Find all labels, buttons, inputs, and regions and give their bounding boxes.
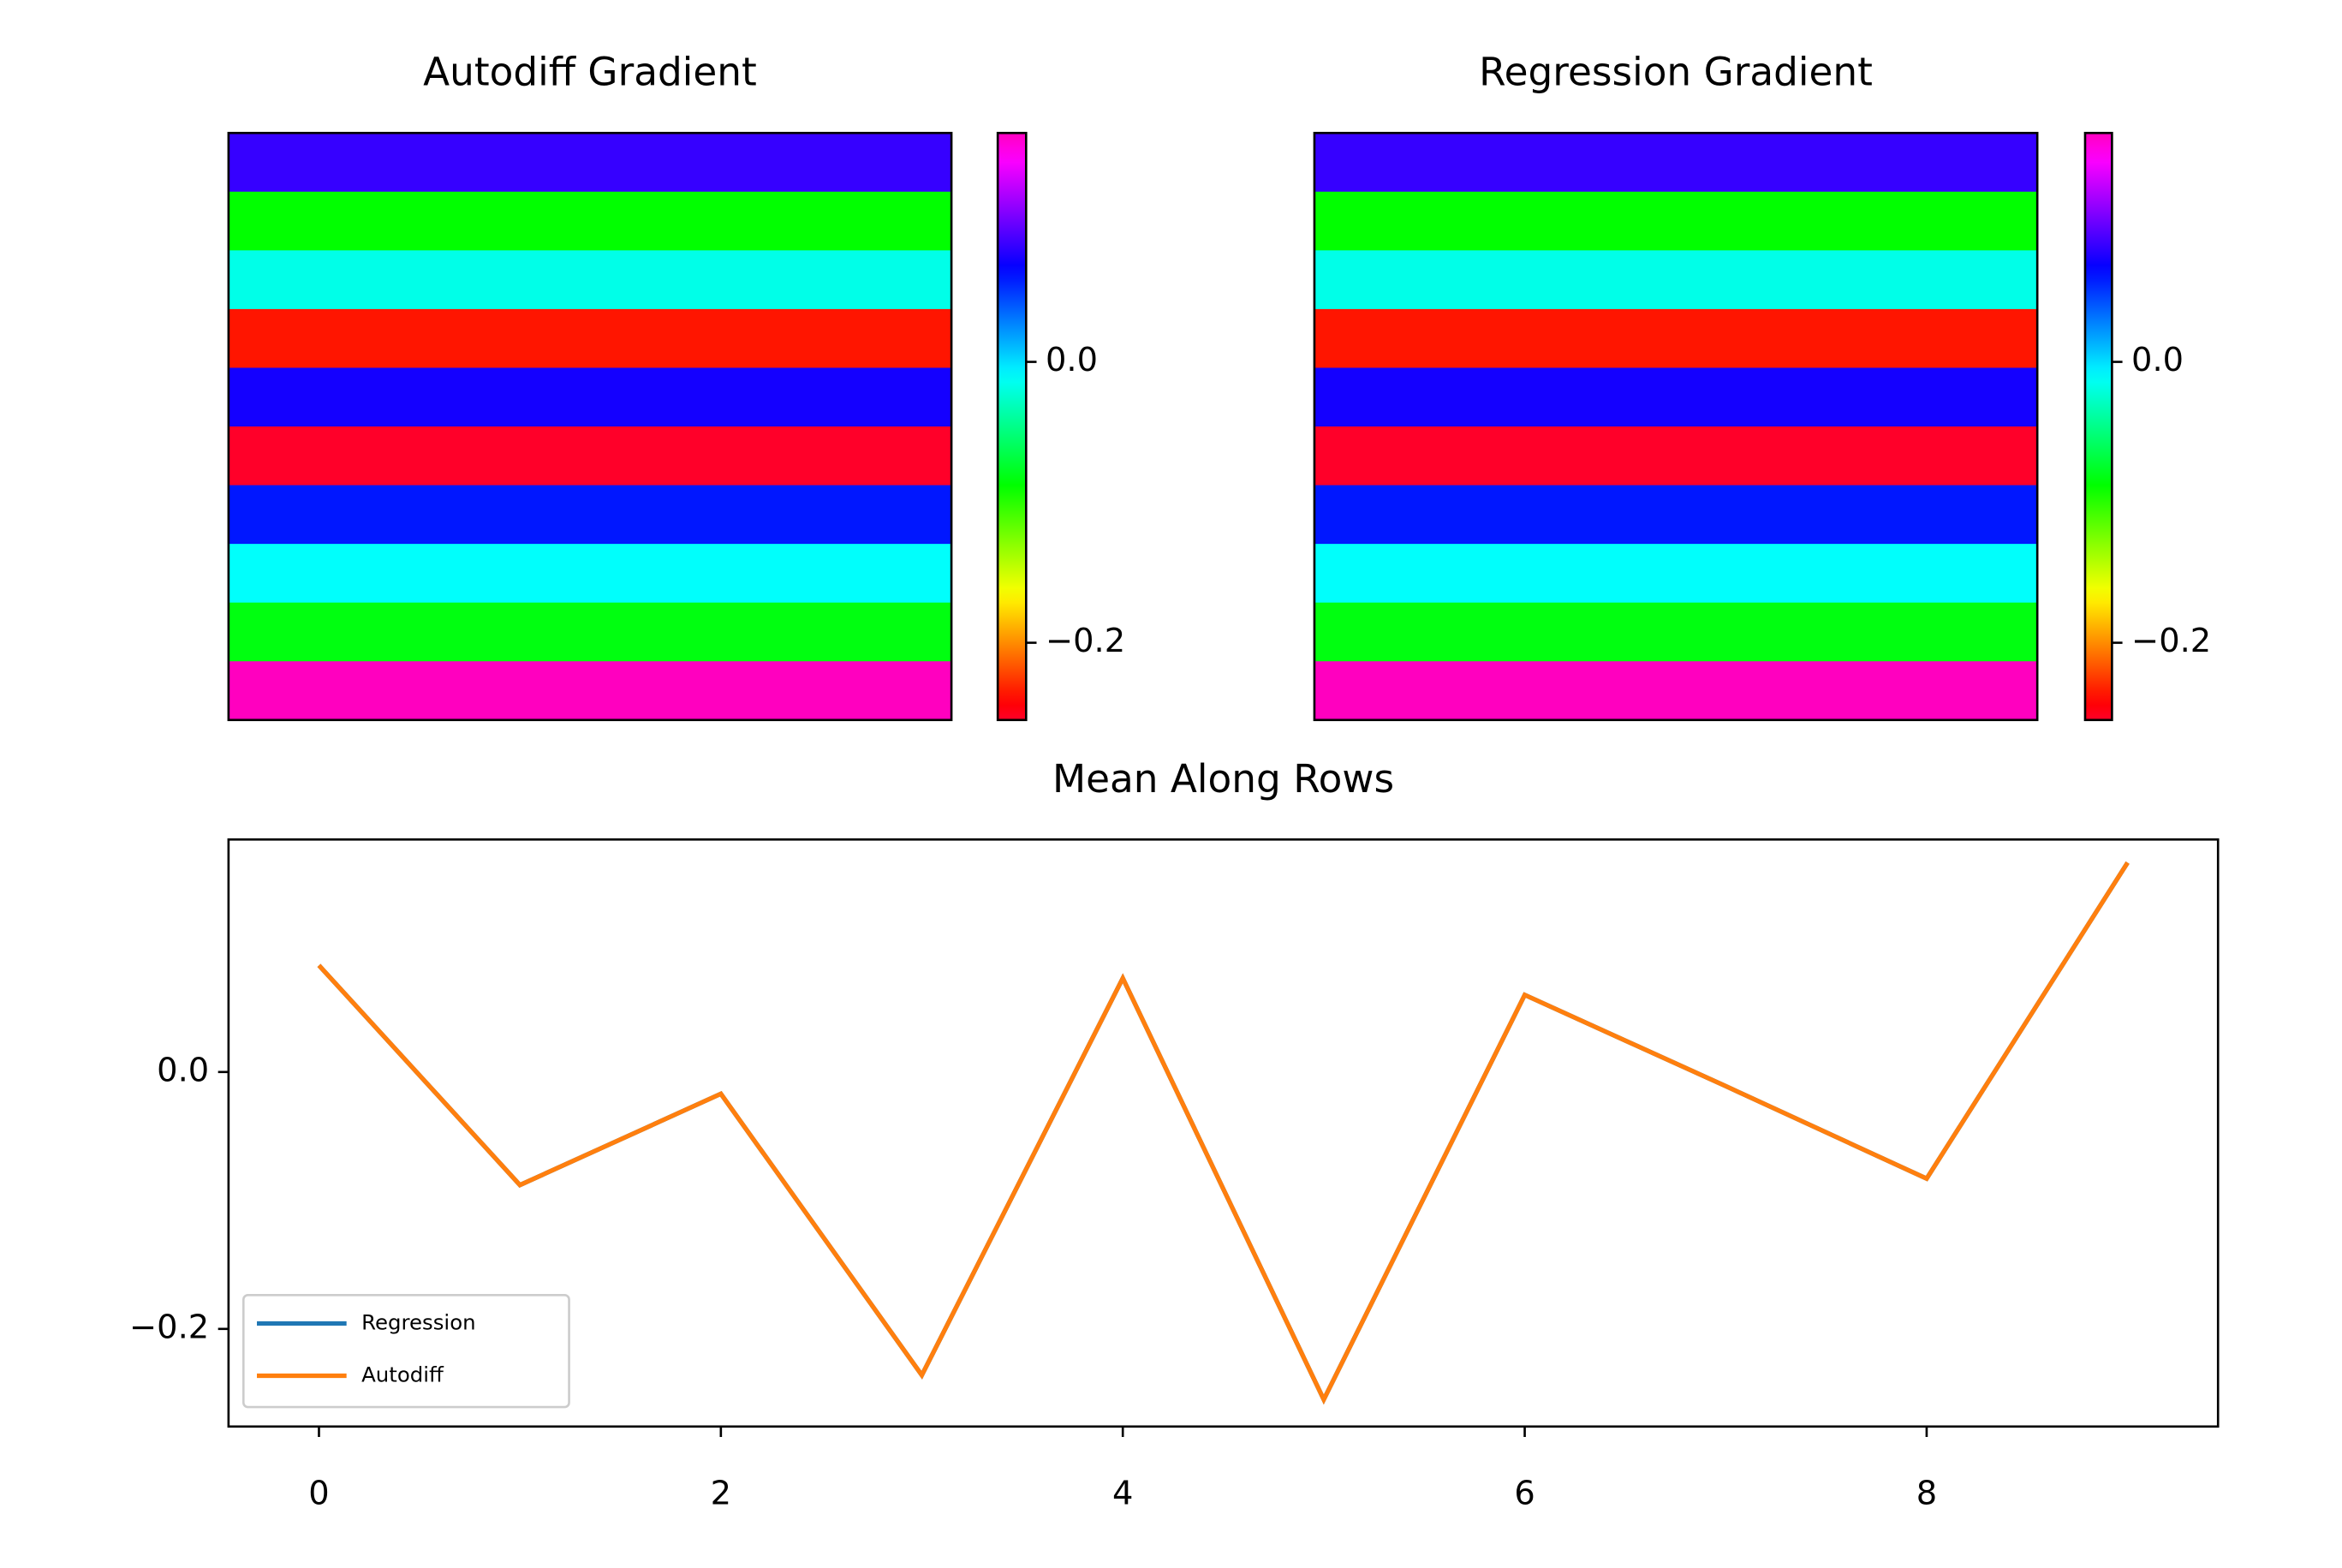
- heatmap-cell: [1314, 367, 2039, 427]
- plot-frame: [227, 838, 2220, 1428]
- heatmap-cell: [1314, 602, 2039, 663]
- heatmap-cell: [228, 250, 952, 310]
- colorbar-tick-label: −0.2: [1046, 622, 1125, 660]
- heatmap-cell: [1314, 485, 2039, 545]
- heatmap-cell: [228, 544, 952, 604]
- heatmap-cell: [228, 367, 952, 427]
- chart-title: Regression Gradient: [1479, 50, 1873, 95]
- heatmap-cell: [1314, 308, 2039, 369]
- y-tick-label: 0.0: [157, 1051, 209, 1089]
- colorbar: [996, 131, 1028, 722]
- heatmap-cell: [228, 602, 952, 663]
- heatmap-cell: [1314, 133, 2039, 193]
- colorbar-tick-label: −0.2: [2131, 622, 2211, 660]
- x-tick-label: 6: [1514, 1475, 1535, 1513]
- x-tick-label: 0: [308, 1475, 329, 1513]
- chart-title: Mean Along Rows: [1052, 756, 1394, 802]
- heatmap-cell: [228, 485, 952, 545]
- heatmap-cell: [1314, 544, 2039, 604]
- chart-title: Autodiff Gradient: [423, 50, 757, 95]
- heatmap-cell: [228, 661, 952, 721]
- legend-label: Regression: [361, 1309, 476, 1334]
- heatmap-cell: [1314, 661, 2039, 721]
- heatmap-cell: [228, 133, 952, 193]
- colorbar-tick-label: 0.0: [1046, 341, 1098, 379]
- line-series: [317, 861, 2130, 1405]
- x-tick-label: 2: [711, 1475, 731, 1513]
- heatmap-cell: [228, 426, 952, 486]
- heatmap-cell: [228, 191, 952, 252]
- heatmap-frame: [227, 131, 953, 722]
- colorbar: [2083, 131, 2113, 722]
- y-tick-label: −0.2: [129, 1308, 209, 1346]
- x-tick-label: 4: [1112, 1475, 1133, 1513]
- x-tick-label: 8: [1916, 1475, 1937, 1513]
- heatmap-cell: [1314, 426, 2039, 486]
- heatmap-cell: [1314, 250, 2039, 310]
- heatmap-cell: [228, 308, 952, 369]
- line-series: [317, 861, 2130, 1405]
- heatmap-cell: [1314, 191, 2039, 252]
- colorbar-tick-label: 0.0: [2131, 341, 2184, 379]
- legend: Regression Autodiff: [242, 1293, 570, 1409]
- legend-label: Autodiff: [361, 1362, 444, 1386]
- heatmap-frame: [1313, 131, 2039, 722]
